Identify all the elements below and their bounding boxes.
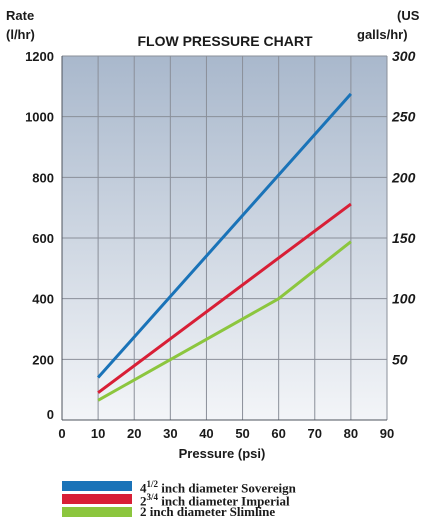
y-right-tick-label: 150 xyxy=(392,230,416,246)
flow-pressure-chart: 0 10 20 30 40 50 60 70 80 90 0 200 400 600 800 1000 1200… xyxy=(6,8,420,461)
legend-item-imperial: 23/4 inch diameter Imperial xyxy=(62,491,296,509)
x-tick-label: 40 xyxy=(199,426,213,441)
x-tick-label: 0 xyxy=(58,426,65,441)
legend-swatch-slimline xyxy=(62,507,132,517)
x-tick-label: 20 xyxy=(127,426,141,441)
legend-swatch-sovereign xyxy=(62,481,132,491)
x-axis-label: Pressure (psi) xyxy=(179,446,266,461)
y-left-tick-label: 600 xyxy=(32,231,54,246)
series-line xyxy=(97,202,352,394)
y-right-label-line1: (US xyxy=(397,8,420,23)
legend-swatch-imperial xyxy=(62,494,132,504)
y-left-tick-label: 1200 xyxy=(25,49,54,64)
legend-label-imperial: 23/4 inch diameter Imperial xyxy=(140,491,290,509)
legend-item-sovereign: 41/2 inch diameter Sovereign xyxy=(62,478,296,496)
y-left-tick-label: 1000 xyxy=(25,110,54,125)
x-tick-label: 60 xyxy=(271,426,285,441)
legend: 41/2 inch diameter Sovereign 23/4 inch d… xyxy=(62,478,296,519)
y-right-tick-label: 300 xyxy=(392,48,416,64)
y-right-tick-label: 100 xyxy=(392,291,416,307)
series-line xyxy=(97,240,352,402)
y-left-tick-label: 800 xyxy=(32,170,54,185)
x-tick-label: 30 xyxy=(163,426,177,441)
legend-label-sovereign: 41/2 inch diameter Sovereign xyxy=(140,478,296,496)
y-right-label-line2: galls/hr) xyxy=(357,27,408,42)
y-left-label-line1: Rate xyxy=(6,8,34,23)
y-right-tick-label: 200 xyxy=(391,169,416,185)
x-tick-label: 50 xyxy=(235,426,249,441)
axis-ticks: 0 10 20 30 40 50 60 70 80 90 0 200 400 600 800 1000 1200… xyxy=(25,48,415,441)
x-tick-label: 70 xyxy=(308,426,322,441)
y-left-label-line2: (l/hr) xyxy=(6,27,35,42)
chart-title: FLOW PRESSURE CHART xyxy=(138,33,313,49)
x-tick-label: 10 xyxy=(91,426,105,441)
y-right-tick-label: 50 xyxy=(392,351,408,367)
y-left-tick-label: 400 xyxy=(32,292,54,307)
legend-item-slimline: 2 inch diameter Slimline xyxy=(62,504,296,519)
y-left-tick-label: 0 xyxy=(47,407,54,422)
series-line xyxy=(96,92,353,379)
legend-label-slimline: 2 inch diameter Slimline xyxy=(140,504,276,519)
series-lines xyxy=(96,92,353,402)
y-right-tick-label: 250 xyxy=(391,109,416,125)
x-tick-label: 80 xyxy=(344,426,358,441)
y-left-tick-label: 200 xyxy=(32,352,54,367)
x-tick-label: 90 xyxy=(380,426,394,441)
